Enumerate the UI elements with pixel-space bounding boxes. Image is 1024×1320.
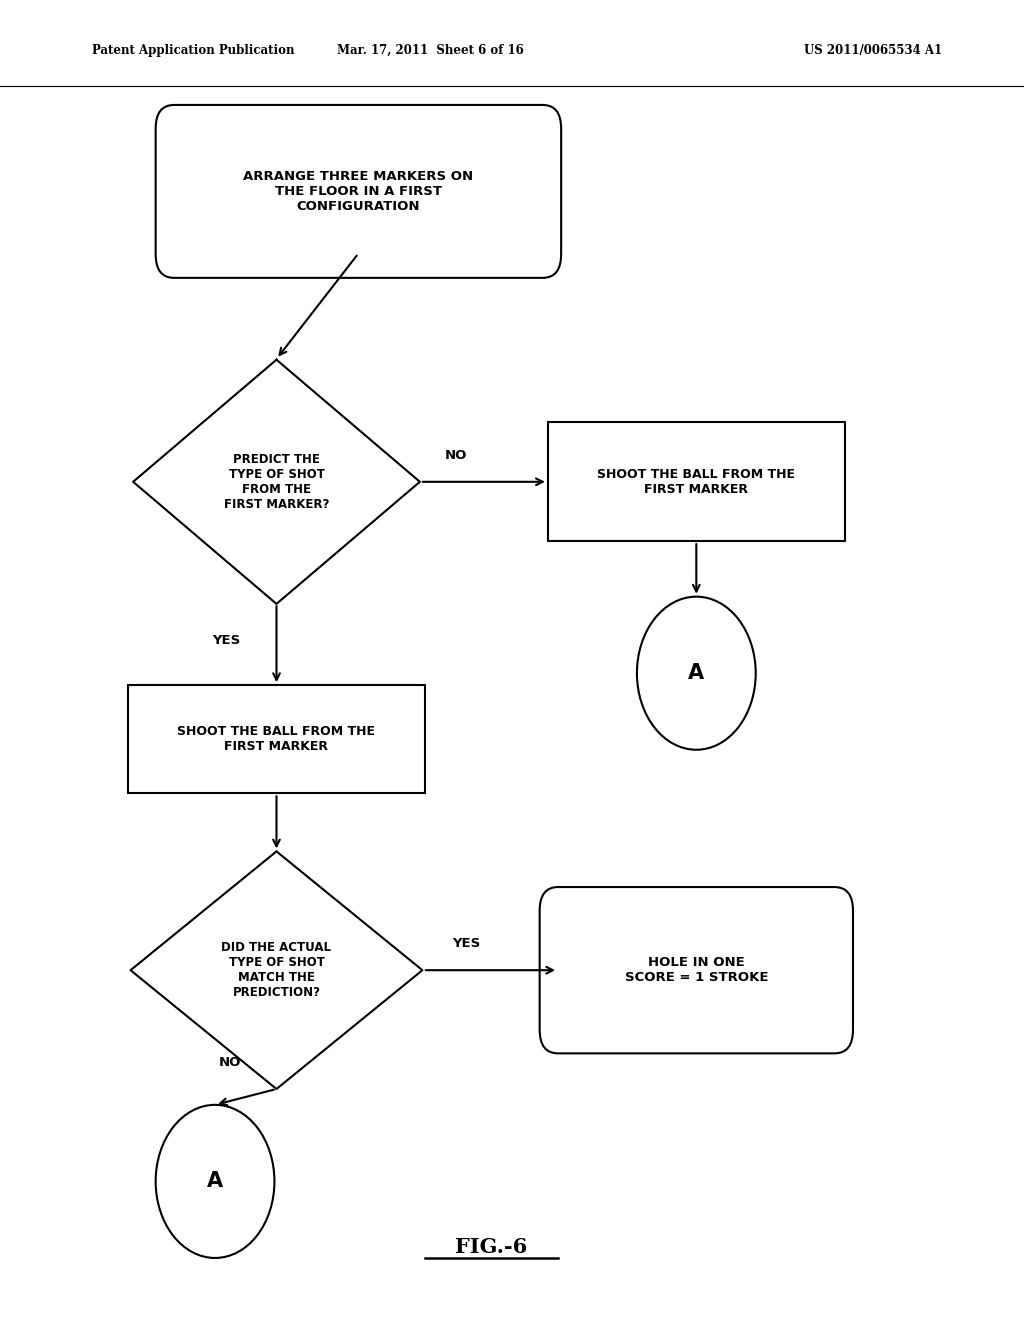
Text: Patent Application Publication: Patent Application Publication (92, 44, 295, 57)
Circle shape (156, 1105, 274, 1258)
Polygon shape (131, 851, 422, 1089)
Text: YES: YES (212, 634, 241, 647)
Text: FIG.-6: FIG.-6 (456, 1237, 527, 1258)
Text: DID THE ACTUAL
TYPE OF SHOT
MATCH THE
PREDICTION?: DID THE ACTUAL TYPE OF SHOT MATCH THE PR… (221, 941, 332, 999)
Text: NO: NO (444, 449, 467, 462)
Text: SHOOT THE BALL FROM THE
FIRST MARKER: SHOOT THE BALL FROM THE FIRST MARKER (177, 725, 376, 754)
FancyBboxPatch shape (540, 887, 853, 1053)
Text: YES: YES (452, 937, 480, 950)
Text: HOLE IN ONE
SCORE = 1 STROKE: HOLE IN ONE SCORE = 1 STROKE (625, 956, 768, 985)
Text: Mar. 17, 2011  Sheet 6 of 16: Mar. 17, 2011 Sheet 6 of 16 (337, 44, 523, 57)
Circle shape (637, 597, 756, 750)
Bar (128, 685, 425, 793)
Bar (548, 422, 845, 541)
Text: A: A (688, 663, 705, 684)
Text: US 2011/0065534 A1: US 2011/0065534 A1 (804, 44, 942, 57)
Text: PREDICT THE
TYPE OF SHOT
FROM THE
FIRST MARKER?: PREDICT THE TYPE OF SHOT FROM THE FIRST … (224, 453, 329, 511)
FancyBboxPatch shape (156, 106, 561, 279)
Polygon shape (133, 359, 420, 605)
Text: A: A (207, 1171, 223, 1192)
Text: NO: NO (218, 1056, 241, 1069)
Text: ARRANGE THREE MARKERS ON
THE FLOOR IN A FIRST
CONFIGURATION: ARRANGE THREE MARKERS ON THE FLOOR IN A … (244, 170, 473, 213)
Text: SHOOT THE BALL FROM THE
FIRST MARKER: SHOOT THE BALL FROM THE FIRST MARKER (597, 467, 796, 496)
